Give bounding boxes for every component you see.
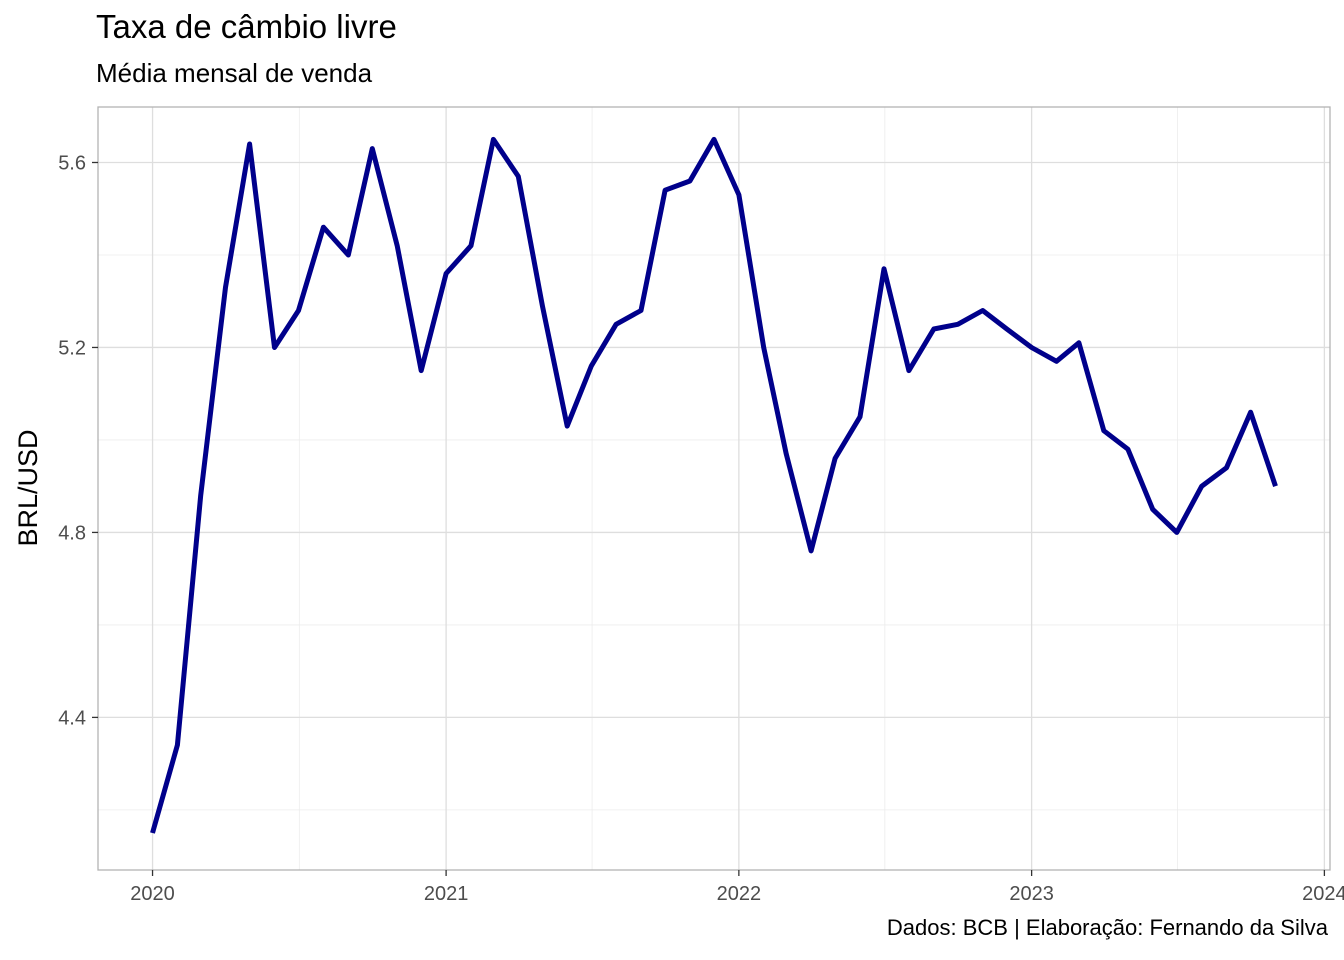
series-layer — [150, 136, 1278, 834]
y-axis-title: BRL/USD — [13, 429, 43, 546]
x-tick-label: 2024 — [1302, 883, 1344, 905]
y-tick-label: 4.8 — [58, 522, 86, 544]
x-tick-label: 2023 — [1009, 883, 1054, 905]
y-tick-label: 4.4 — [58, 707, 86, 729]
series-line — [150, 136, 1278, 834]
x-axis: 2020 2021 2022 2023 2024 — [130, 870, 1344, 905]
chart-caption: Dados: BCB | Elaboração: Fernando da Sil… — [886, 915, 1328, 940]
chart-subtitle: Média mensal de venda — [96, 58, 373, 88]
plot-panel-border — [97, 106, 1331, 871]
y-axis: 4.4 4.8 5.2 5.6 — [58, 152, 98, 729]
chart-title: Taxa de câmbio livre — [96, 8, 397, 45]
x-tick-label: 2020 — [130, 883, 175, 905]
x-tick-label: 2021 — [424, 883, 469, 905]
y-tick-label: 5.2 — [58, 337, 86, 359]
minor-gridlines — [98, 107, 1330, 870]
x-tick-label: 2022 — [717, 883, 762, 905]
major-gridlines — [98, 107, 1330, 870]
y-tick-label: 5.6 — [58, 152, 86, 174]
